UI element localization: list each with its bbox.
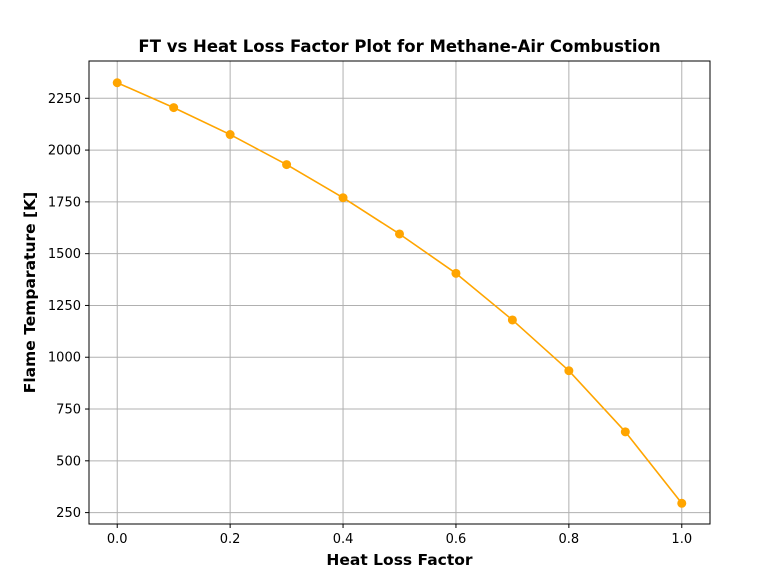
y-tick-label: 750 xyxy=(56,403,81,418)
data-point xyxy=(338,193,348,203)
y-tick-label: 1000 xyxy=(48,351,81,366)
plot-frame xyxy=(88,60,711,525)
y-tick-label: 2250 xyxy=(48,92,81,107)
data-point xyxy=(395,229,404,239)
x-tick-label: 0.2 xyxy=(220,532,241,547)
x-tick-label: 1.0 xyxy=(671,532,692,547)
y-tick-label: 250 xyxy=(56,506,81,521)
data-point xyxy=(112,78,122,88)
data-point xyxy=(451,268,461,278)
data-point xyxy=(282,160,292,170)
x-tick-label: 0.0 xyxy=(107,532,128,547)
x-tick-label: 0.6 xyxy=(446,532,467,547)
y-tick-label: 1250 xyxy=(48,299,81,314)
x-tick-label: 0.4 xyxy=(333,532,354,547)
data-point xyxy=(564,366,574,376)
data-point xyxy=(225,130,235,140)
y-tick-label: 2000 xyxy=(48,144,81,159)
data-point xyxy=(620,427,630,437)
y-tick-label: 1500 xyxy=(48,247,81,262)
data-point xyxy=(677,498,687,508)
y-axis-label: Flame Temparature [K] xyxy=(21,192,39,393)
x-axis-label: Heat Loss Factor xyxy=(326,551,473,569)
y-tick-label: 500 xyxy=(56,454,81,469)
grid-layer xyxy=(89,61,710,524)
x-tick-label: 0.8 xyxy=(559,532,580,547)
tick-layer: 0.0 0.2 0.4 0.6 0.8 1.0 250 500 750 1000 1250 1500 1… xyxy=(48,92,692,547)
chart-title: FT vs Heat Loss Factor Plot for Methane-… xyxy=(138,37,660,56)
series-layer xyxy=(112,78,687,508)
y-tick-label: 1750 xyxy=(48,195,81,210)
data-point xyxy=(169,103,179,113)
data-point xyxy=(507,315,517,325)
